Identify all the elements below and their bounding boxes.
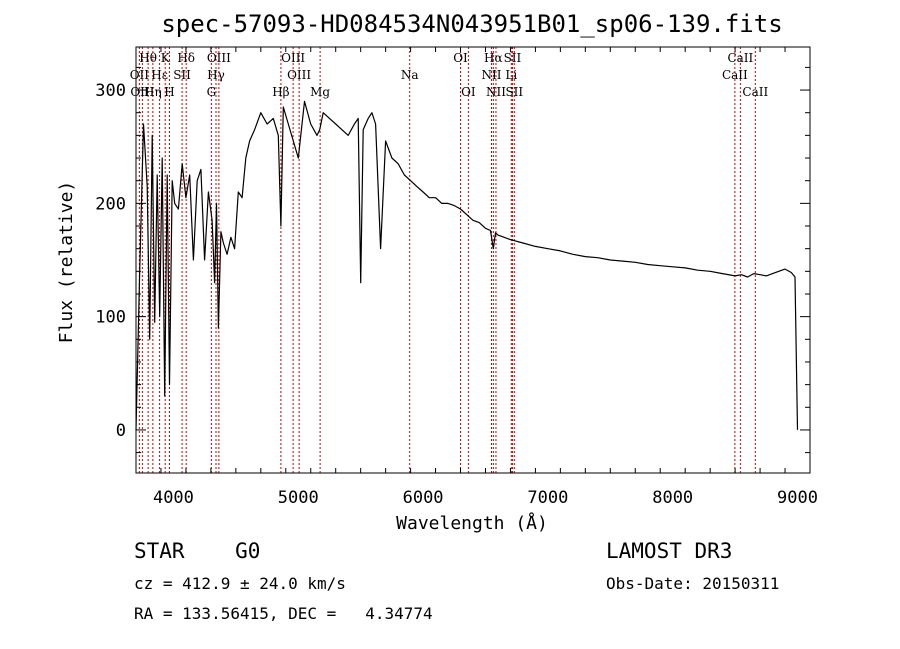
x-tick-label: 5000 [278, 488, 319, 508]
plot-frame [135, 46, 811, 474]
spectral-line-label: SII [505, 85, 523, 99]
spectral-line-label: CaII [727, 51, 753, 65]
spectral-line-label: Hδ [177, 51, 195, 65]
spectral-line-label: NII [486, 85, 506, 99]
spectral-line-label: Li [505, 68, 517, 82]
spectral-line-label: Hα [484, 51, 503, 65]
survey-name: LAMOST DR3 [606, 539, 733, 563]
spectral-line-label: G [207, 85, 217, 99]
spectral-line-label: OI [453, 51, 468, 65]
y-tick-label: 100 [95, 308, 126, 328]
y-tick-label: 300 [95, 81, 126, 101]
spectral-line-label: CaII [722, 68, 748, 82]
spectral-line-label: Hε [151, 68, 168, 82]
spectral-line-label: OII [130, 68, 150, 82]
spectral-line-label: NII [481, 68, 501, 82]
x-tick-label: 7000 [527, 488, 568, 508]
spectral-line-label: Hγ [207, 68, 225, 82]
x-tick-label: 8000 [652, 488, 693, 508]
y-axis-label: Flux (relative) [56, 181, 77, 344]
redshift-velocity: cz = 412.9 ± 24.0 km/s [134, 574, 346, 593]
spectral-line-label: OIII [207, 51, 231, 65]
x-axis: 4000 5000 6000 7000 8000 9000 [135, 47, 818, 508]
spectral-line-label: Hη [144, 85, 162, 99]
spectral-line-label: Hθ [139, 51, 157, 65]
x-axis-label: Wavelength (Å) [396, 512, 548, 534]
spectrum-layer [135, 100, 799, 430]
observation-date: Obs-Date: 20150311 [606, 574, 780, 593]
spectral-line-label: OIII [287, 68, 311, 82]
y-tick-label: 0 [116, 421, 126, 441]
spectral-line-label: OI [461, 85, 476, 99]
y-axis: 0 100 200 300 [95, 66, 810, 454]
x-tick-label: 9000 [777, 488, 818, 508]
spectral-line-label: Mg [310, 85, 330, 99]
spectral-line-label: SII [504, 51, 522, 65]
x-tick-label: 4000 [153, 488, 194, 508]
spectral-line-label: CaII [742, 85, 768, 99]
spectral-line-label: H [164, 85, 174, 99]
object-class: STAR G0 [134, 539, 261, 563]
spectral-line-label: OIII [281, 51, 305, 65]
spectral-line-label: Na [401, 68, 419, 82]
x-tick-label: 6000 [403, 488, 444, 508]
y-tick-label: 200 [95, 194, 126, 214]
spectral-line-markers [138, 47, 756, 473]
spectral-line-label: K [161, 51, 171, 65]
spectral-line-label: SII [173, 68, 191, 82]
spectrum-line [135, 100, 799, 430]
spectral-line-label: Hβ [272, 85, 289, 99]
chart-title: spec-57093-HD084534N043951B01_sp06-139.f… [161, 10, 782, 38]
coordinates: RA = 133.56415, DEC = 4.34774 [134, 604, 433, 623]
